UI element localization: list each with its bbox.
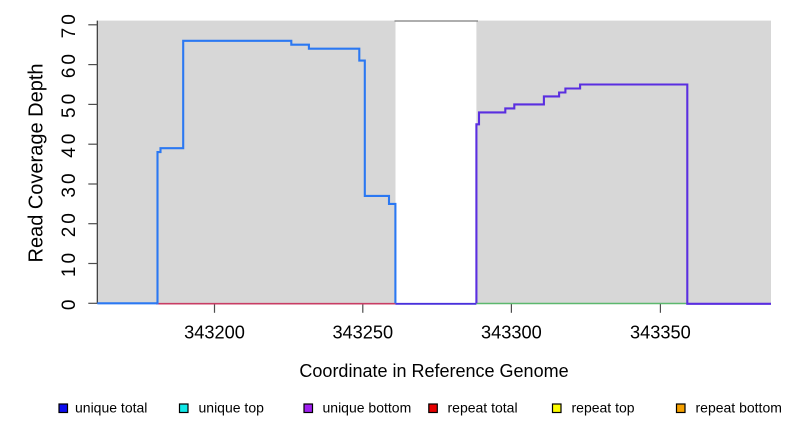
svg-text:Coordinate in Reference Genome: Coordinate in Reference Genome xyxy=(299,361,568,381)
svg-text:70: 70 xyxy=(59,11,80,38)
svg-text:50: 50 xyxy=(59,91,80,118)
svg-text:unique total: unique total xyxy=(75,400,147,416)
svg-text:30: 30 xyxy=(59,170,80,197)
svg-text:unique bottom: unique bottom xyxy=(323,400,412,416)
svg-text:0: 0 xyxy=(59,297,80,311)
svg-text:repeat top: repeat top xyxy=(572,400,635,416)
svg-text:repeat total: repeat total xyxy=(448,400,518,416)
svg-text:343350: 343350 xyxy=(630,323,691,343)
svg-text:20: 20 xyxy=(59,210,80,237)
svg-text:343250: 343250 xyxy=(332,323,393,343)
svg-text:40: 40 xyxy=(59,131,80,158)
svg-text:unique top: unique top xyxy=(199,400,265,416)
svg-text:Read Coverage Depth: Read Coverage Depth xyxy=(26,63,48,262)
svg-text:343300: 343300 xyxy=(481,323,542,343)
svg-text:343200: 343200 xyxy=(184,323,245,343)
svg-text:10: 10 xyxy=(59,250,80,277)
svg-text:60: 60 xyxy=(59,51,80,78)
svg-text:repeat bottom: repeat bottom xyxy=(696,400,782,416)
